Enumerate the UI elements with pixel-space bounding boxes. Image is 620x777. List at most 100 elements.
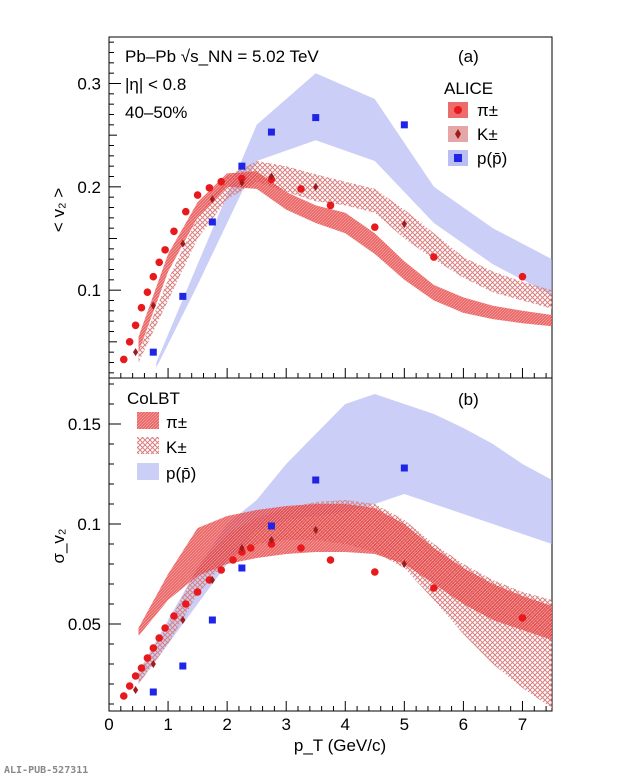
- point-circle: [371, 568, 379, 576]
- point-diamond: [401, 220, 407, 229]
- point-circle: [131, 321, 140, 330]
- point-circle: [518, 272, 527, 281]
- point-circle: [430, 584, 438, 592]
- legend-label-pion: π±: [477, 101, 498, 120]
- x-axis-label: p_T (GeV/c): [294, 736, 386, 755]
- point-square: [267, 522, 275, 530]
- point-diamond: [313, 526, 319, 534]
- panel-a-axes: 0.1 0.2 0.3: [77, 41, 547, 378]
- panel-a: 0.1 0.2 0.3 (a) Pb–Pb √s_NN = 5.02 TeV |η|…: [49, 36, 553, 379]
- point-square: [238, 564, 246, 572]
- point-diamond: [150, 660, 156, 668]
- band-hatched-1: [138, 161, 552, 363]
- point-diamond: [209, 576, 215, 584]
- point-square: [149, 688, 157, 696]
- point-circle: [217, 566, 226, 574]
- legend-swatch-colbt-proton: [137, 463, 159, 480]
- point-circle: [125, 682, 134, 690]
- point-circle: [371, 223, 379, 231]
- legend-label-colbt-proton: p(p̄): [166, 464, 196, 483]
- point-diamond: [132, 686, 139, 694]
- point-circle: [119, 692, 128, 700]
- point-circle: [137, 303, 146, 312]
- y-tick-label: 0.3: [77, 75, 101, 94]
- panel-a-ylabel: < v₂ >: [49, 188, 68, 232]
- point-square: [149, 348, 157, 356]
- x-tick-label: 2: [222, 715, 231, 734]
- annotation-eta: |η| < 0.8: [125, 75, 186, 94]
- y-tick-label: 0.1: [77, 515, 101, 534]
- point-circle: [161, 624, 169, 632]
- watermark: ALI-PUB-527311: [4, 765, 88, 776]
- band-solid-0: [138, 394, 552, 684]
- point-square: [400, 121, 408, 129]
- y-tick-label: 0.1: [77, 281, 101, 300]
- point-square: [179, 292, 187, 300]
- point-circle: [155, 258, 164, 267]
- x-tick-label: 6: [459, 715, 468, 734]
- point-circle: [297, 544, 305, 552]
- legend-title-colbt: CoLBT: [127, 389, 180, 408]
- point-square: [312, 476, 320, 484]
- panel-b-points: [119, 464, 527, 700]
- panel-b: 0 1 2 3 4 5 6 7 0.05 0.1 0.15 (b) CoLBT π± K± p(p̄…: [49, 377, 553, 755]
- x-tick-label: 1: [163, 715, 172, 734]
- point-circle: [430, 253, 438, 261]
- point-circle: [131, 672, 140, 680]
- y-tick-label: 0.05: [68, 615, 101, 634]
- legend-colbt: CoLBT π± K± p(p̄): [127, 389, 196, 483]
- point-circle: [267, 540, 276, 548]
- band-dense-2: [138, 504, 552, 640]
- point-circle: [193, 588, 202, 596]
- point-square: [208, 218, 216, 226]
- point-circle: [326, 201, 335, 210]
- point-circle: [143, 288, 152, 297]
- panel-a-points: [119, 114, 527, 364]
- panel-b-axes: 0 1 2 3 4 5 6 7 0.05 0.1 0.15: [68, 383, 547, 734]
- point-square: [267, 128, 275, 136]
- annotation-system: Pb–Pb √s_NN = 5.02 TeV: [125, 47, 319, 66]
- y-tick-label: 0.2: [77, 178, 101, 197]
- point-circle: [246, 544, 255, 552]
- x-tick-label: 7: [518, 715, 527, 734]
- point-diamond: [209, 195, 215, 204]
- point-diamond: [239, 178, 245, 187]
- point-circle: [205, 184, 214, 192]
- point-diamond: [150, 301, 156, 310]
- point-circle: [170, 227, 178, 236]
- point-circle: [155, 634, 164, 642]
- legend-swatch-colbt-kaon: [137, 437, 159, 454]
- x-tick-label: 5: [400, 715, 409, 734]
- point-diamond: [268, 172, 275, 181]
- legend-swatch-colbt-pion: [137, 412, 159, 429]
- point-diamond: [132, 348, 139, 357]
- point-square: [179, 662, 187, 670]
- legend-label-colbt-kaon: K±: [166, 438, 187, 457]
- point-diamond: [239, 544, 245, 552]
- y-tick-label: 0.15: [68, 415, 101, 434]
- point-square: [238, 162, 246, 170]
- point-circle: [326, 556, 335, 564]
- point-circle: [518, 614, 527, 622]
- point-diamond: [268, 536, 275, 544]
- legend-alice: ALICE π± K± p(p̄): [444, 79, 507, 168]
- point-circle: [119, 355, 128, 364]
- point-circle: [217, 177, 226, 186]
- x-tick-label: 0: [104, 715, 113, 734]
- point-square: [312, 114, 320, 122]
- legend-marker-kaon: [455, 129, 461, 139]
- panel-a-label: (a): [458, 47, 479, 66]
- band-solid-0: [156, 73, 553, 368]
- panel-b-bands: [138, 394, 552, 708]
- point-diamond: [401, 560, 407, 568]
- legend-label-proton: p(p̄): [477, 149, 507, 168]
- point-square: [208, 616, 216, 624]
- point-diamond: [180, 239, 186, 248]
- point-circle: [238, 174, 246, 183]
- panel-b-label: (b): [458, 390, 479, 409]
- legend-label-colbt-pion: π±: [166, 413, 187, 432]
- legend-marker-pion: [454, 106, 462, 114]
- legend-label-kaon: K±: [477, 125, 498, 144]
- point-circle: [149, 272, 158, 281]
